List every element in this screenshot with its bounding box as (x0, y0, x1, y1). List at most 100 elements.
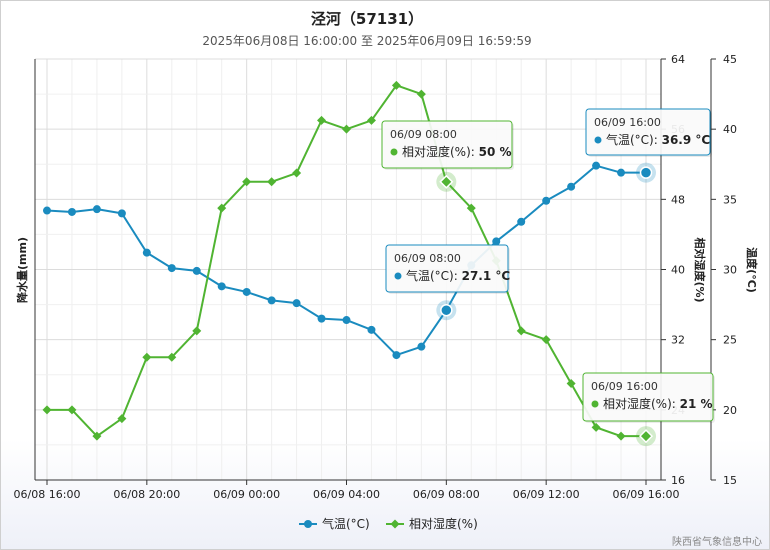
temperature-series (43, 161, 650, 360)
hover-point (440, 303, 453, 317)
series-layer (42, 80, 651, 441)
temperature-point[interactable] (342, 316, 351, 325)
tooltip-time: 06/09 16:00 (594, 116, 661, 129)
humidity-point[interactable] (566, 379, 576, 389)
legend-temperature-label: 气温(°C) (322, 516, 370, 531)
temperature-point[interactable] (392, 351, 401, 360)
temperature-tick-label: 40 (723, 123, 737, 136)
tooltip-series-marker (390, 148, 398, 156)
tooltips: 06/09 16:00 气温(°C): 36.9 °C 06/09 08:00 相对湿… (381, 108, 715, 447)
tooltip-value-number: 50 % (479, 145, 512, 159)
precip-axis-title: 降水量(mm) (15, 237, 29, 303)
humidity-tick-label: 64 (671, 53, 685, 66)
x-tick-label: 06/08 20:00 (113, 488, 180, 501)
temperature-point[interactable] (617, 168, 626, 177)
tooltip-time: 06/09 08:00 (394, 252, 461, 265)
tooltip-series-label: 气温(°C): (406, 268, 462, 283)
humidity-point[interactable] (366, 115, 376, 125)
humidity-point[interactable] (42, 405, 52, 415)
humidity-point[interactable] (541, 335, 551, 345)
humidity-point[interactable] (292, 168, 302, 178)
x-tick-label: 06/09 08:00 (413, 488, 480, 501)
chart-subtitle: 2025年06月08日 16:00:00 至 2025年06月09日 16:59… (202, 34, 531, 48)
tooltip-humidity-0800: 06/09 08:00 相对湿度(%): 50 % (381, 120, 514, 192)
temperature-point[interactable] (117, 209, 126, 218)
temperature-point[interactable] (43, 206, 51, 215)
temperature-point[interactable] (367, 325, 376, 334)
humidity-tick-label: 48 (671, 193, 685, 206)
tooltip-value-number: 21 % (680, 397, 713, 411)
tooltip-value: 相对湿度(%): 21 % (603, 396, 713, 411)
tooltip-temperature-1600: 06/09 16:00 气温(°C): 36.9 °C (585, 108, 712, 183)
temperature-point[interactable] (592, 161, 601, 170)
temperature-tick-label: 35 (723, 193, 737, 206)
temperature-point[interactable] (492, 237, 501, 246)
temperature-point[interactable] (417, 342, 426, 351)
tooltip-value: 相对湿度(%): 50 % (402, 144, 512, 159)
tooltip-value-number: 36.9 °C (662, 133, 711, 147)
humidity-point[interactable] (342, 124, 351, 134)
humidity-point[interactable] (142, 352, 152, 362)
humidity-point[interactable] (516, 326, 526, 336)
hover-point (639, 166, 653, 179)
temperature-point[interactable] (517, 217, 526, 226)
humidity-point[interactable] (317, 115, 327, 125)
humidity-point[interactable] (117, 414, 127, 424)
credit-text: 陕西省气象信息中心 (672, 535, 762, 548)
legend-humidity-marker (390, 519, 400, 529)
humidity-point[interactable] (242, 177, 252, 187)
chart-title: 泾河（57131） (311, 10, 423, 28)
x-tick-label: 06/09 16:00 (613, 488, 680, 501)
temperature-point[interactable] (217, 282, 226, 291)
legend-item-temperature[interactable]: 气温(°C) (299, 516, 370, 531)
temperature-tick-label: 25 (723, 334, 737, 347)
x-tick-label: 06/09 04:00 (313, 488, 380, 501)
tooltip-box (385, 244, 509, 293)
humidity-point[interactable] (416, 89, 426, 99)
tooltip-box (381, 120, 513, 169)
humidity-point[interactable] (466, 203, 476, 213)
tooltip-series-label: 相对湿度(%): (402, 144, 479, 159)
temperature-point[interactable] (192, 266, 201, 275)
tooltip-box (585, 108, 711, 156)
temperature-point[interactable] (317, 314, 326, 323)
x-tick-label: 06/09 12:00 (513, 488, 580, 501)
tooltip-series-label: 相对湿度(%): (603, 396, 680, 411)
humidity-point[interactable] (167, 352, 177, 362)
temperature-point[interactable] (567, 182, 576, 191)
temperature-point[interactable] (242, 287, 251, 296)
tooltip-temperature-0800: 06/09 08:00 气温(°C): 27.1 °C (385, 244, 511, 321)
grid-lines (35, 58, 661, 481)
humidity-point[interactable] (591, 422, 601, 432)
humidity-tick-label: 40 (671, 264, 685, 277)
humidity-series (42, 80, 651, 441)
temperature-tick-label: 15 (723, 474, 737, 487)
temperature-point[interactable] (267, 296, 276, 305)
humidity-point[interactable] (391, 80, 401, 90)
tooltip-time: 06/09 08:00 (390, 128, 457, 141)
temperature-point[interactable] (542, 196, 551, 205)
temperature-point[interactable] (167, 264, 176, 273)
temperature-point[interactable] (92, 205, 101, 214)
temperature-point[interactable] (67, 207, 76, 216)
hover-point (439, 174, 454, 189)
temperature-tick-label: 20 (723, 404, 737, 417)
legend-item-humidity[interactable]: 相对湿度(%) (386, 516, 478, 531)
temperature-tick-label: 30 (723, 264, 737, 277)
temperature-point[interactable] (292, 299, 301, 308)
temperature-point[interactable] (142, 248, 151, 257)
humidity-point[interactable] (192, 326, 202, 336)
humidity-point[interactable] (616, 431, 626, 441)
humidity-point[interactable] (267, 177, 277, 187)
tooltip-value-number: 27.1 °C (462, 269, 511, 283)
humidity-point[interactable] (92, 431, 102, 441)
x-axis-ticks: 06/08 16:00 06/08 20:00 06/09 00:00 06/09 0… (14, 480, 680, 501)
humidity-point[interactable] (217, 203, 227, 213)
tooltip-humidity-1600: 06/09 16:00 相对湿度(%): 21 % (582, 372, 715, 447)
humidity-point[interactable] (67, 405, 77, 415)
legend[interactable]: 气温(°C) 相对湿度(%) (299, 516, 478, 531)
tooltip-series-marker (594, 136, 602, 144)
tooltip-value: 气温(°C): 36.9 °C (606, 132, 710, 147)
